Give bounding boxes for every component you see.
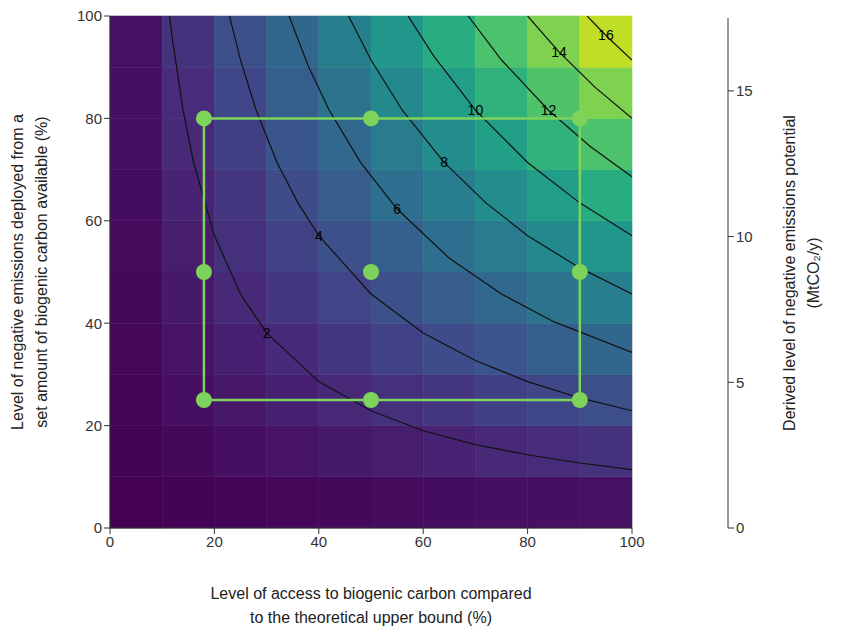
svg-text:2: 2: [263, 325, 271, 341]
svg-text:0: 0: [736, 519, 744, 536]
svg-text:16: 16: [598, 27, 614, 43]
svg-text:8: 8: [440, 154, 448, 170]
svg-text:80: 80: [519, 533, 536, 550]
svg-text:20: 20: [206, 533, 223, 550]
html-text:to the theoretical upper bound: to the theoretical upper bound (%): [250, 609, 492, 626]
svg-text:60: 60: [415, 533, 432, 550]
svg-text:40: 40: [310, 533, 327, 550]
html-text:(MtCO₂/y): (MtCO₂/y): [805, 237, 822, 309]
svg-text:14: 14: [551, 44, 567, 60]
html-text:set amount of biogenic carbon: set amount of biogenic carbon available …: [33, 116, 50, 428]
svg-text:12: 12: [541, 102, 557, 118]
svg-text:15: 15: [736, 82, 753, 99]
svg-text:40: 40: [85, 315, 102, 332]
svg-text:4: 4: [315, 228, 323, 244]
svg-text:10: 10: [736, 228, 753, 245]
svg-text:100: 100: [619, 533, 644, 550]
svg-text:80: 80: [85, 110, 102, 127]
html-text:Derived level of negative emis: Derived level of negative emissions pote…: [781, 115, 798, 431]
html-text:Level of access to biogenic ca: Level of access to biogenic carbon compa…: [210, 585, 532, 602]
svg-text:6: 6: [393, 201, 401, 217]
svg-text:0: 0: [94, 519, 102, 536]
svg-text:10: 10: [468, 102, 484, 118]
svg-text:100: 100: [77, 8, 102, 24]
svg-text:5: 5: [736, 374, 744, 391]
svg-text:60: 60: [85, 212, 102, 229]
html-text:Level of negative emissions de: Level of negative emissions deployed fro…: [9, 114, 26, 430]
svg-text:0: 0: [106, 533, 114, 550]
svg-text:20: 20: [85, 417, 102, 434]
